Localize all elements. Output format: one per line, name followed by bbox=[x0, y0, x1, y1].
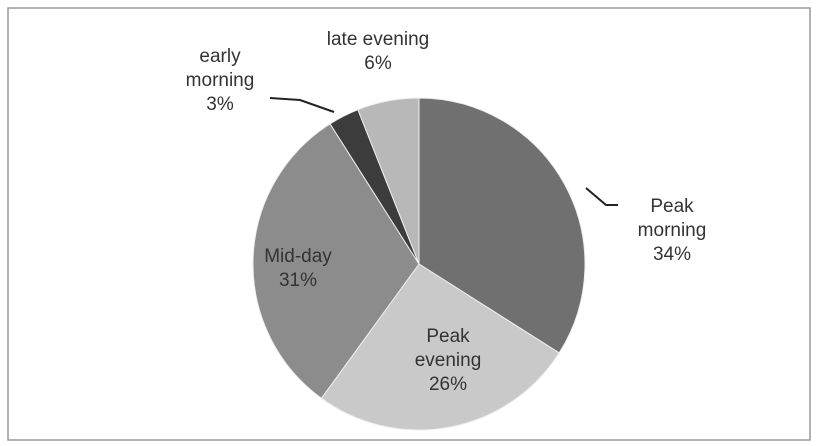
leader-line bbox=[585, 187, 618, 206]
slice-label-line: morning bbox=[638, 220, 707, 241]
slice-label: Peak morning bbox=[638, 196, 707, 241]
slice-label: early morning bbox=[186, 46, 255, 91]
slice-label-line: evening bbox=[415, 350, 482, 371]
value-label: 26% bbox=[429, 374, 467, 395]
slice-label-line: late evening bbox=[327, 29, 429, 50]
value-label: 34% bbox=[653, 244, 691, 265]
slice-label-line: morning bbox=[186, 70, 255, 91]
pie-slice bbox=[320, 263, 560, 431]
slice-label-line: early bbox=[199, 46, 241, 67]
value-label: 31% bbox=[279, 270, 317, 291]
pie-slice bbox=[418, 97, 586, 354]
slice-label-line: Peak bbox=[650, 196, 694, 217]
value-label: 6% bbox=[364, 53, 392, 74]
slice-label: Peak evening bbox=[415, 326, 482, 371]
slice-label: late evening bbox=[327, 29, 429, 50]
value-label: 3% bbox=[206, 94, 234, 115]
slice-label: Mid-day bbox=[264, 246, 332, 267]
pie-slice bbox=[357, 97, 420, 265]
leader-line bbox=[269, 97, 335, 113]
slice-label-line: Peak bbox=[426, 326, 470, 347]
slice-label-line: Mid-day bbox=[264, 246, 332, 267]
pie-slice bbox=[252, 123, 420, 399]
